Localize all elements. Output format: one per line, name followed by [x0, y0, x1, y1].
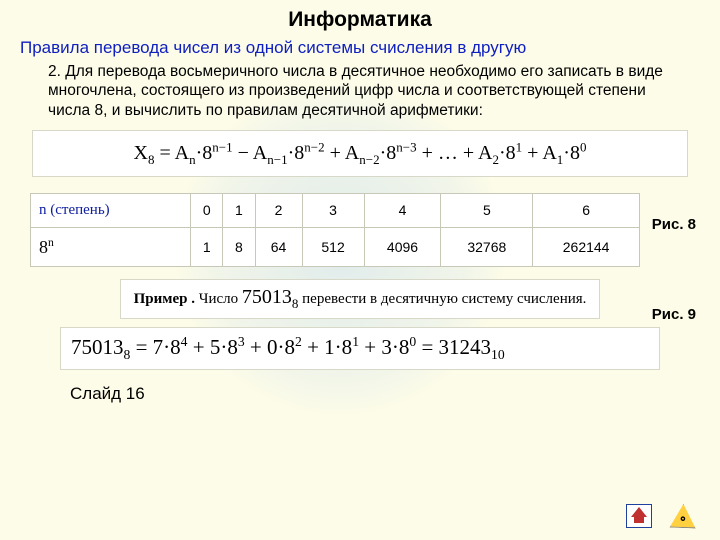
calculation-box: 750138 = 7·84 + 5·83 + 0·82 + 1·81 + 3·8…: [60, 327, 660, 370]
nav-icons: ⚬: [626, 504, 696, 528]
slide-content: Информатика Правила перевода чисел из од…: [0, 0, 720, 404]
figure-9-label: Рис. 9: [652, 306, 696, 323]
table-cell: 2: [255, 193, 302, 227]
intro-paragraph: 2. Для перевода восьмеричного числа в де…: [48, 62, 682, 120]
figure-8-label: Рис. 8: [652, 216, 696, 233]
example-number: 750138: [242, 286, 299, 308]
formula-box: X8 = An·8n−1 − An−1·8n−2 + An−2·8n−3 + ……: [32, 130, 688, 177]
home-icon[interactable]: [626, 504, 652, 528]
row-label-n: n (степень): [31, 193, 191, 227]
row-label-8n: 8n: [31, 227, 191, 266]
powers-table: n (степень) 0 1 2 3 4 5 6 8n 1 8 64 512 …: [30, 193, 640, 267]
table-cell: 8: [223, 227, 255, 266]
table-cell: 0: [191, 193, 223, 227]
page-subtitle: Правила перевода чисел из одной системы …: [20, 38, 700, 58]
table-cell: 64: [255, 227, 302, 266]
example-prefix: Пример .: [134, 291, 195, 307]
table-cell: 1: [223, 193, 255, 227]
table-cell: 512: [302, 227, 364, 266]
table-cell: 4: [364, 193, 441, 227]
formula-text: X8 = An·8n−1 − An−1·8n−2 + An−2·8n−3 + ……: [134, 142, 587, 164]
table-cell: 5: [441, 193, 533, 227]
example-mid: Число: [199, 291, 238, 307]
table-row: n (степень) 0 1 2 3 4 5 6: [31, 193, 640, 227]
table-row: 8n 1 8 64 512 4096 32768 262144: [31, 227, 640, 266]
page-title: Информатика: [20, 8, 700, 32]
example-box: Пример . Число 750138 перевести в десяти…: [120, 279, 600, 319]
table-cell: 32768: [441, 227, 533, 266]
slide-number: Слайд 16: [70, 384, 700, 404]
table-cell: 3: [302, 193, 364, 227]
table-cell: 4096: [364, 227, 441, 266]
table-cell: 6: [533, 193, 640, 227]
table-cell: 1: [191, 227, 223, 266]
table-cell: 262144: [533, 227, 640, 266]
calculation-text: 750138 = 7·84 + 5·83 + 0·82 + 1·81 + 3·8…: [71, 335, 505, 359]
warning-glyph: ⚬: [678, 512, 689, 526]
warning-icon[interactable]: ⚬: [670, 504, 697, 529]
example-suffix: перевести в десятичную систему счисления…: [302, 291, 586, 307]
